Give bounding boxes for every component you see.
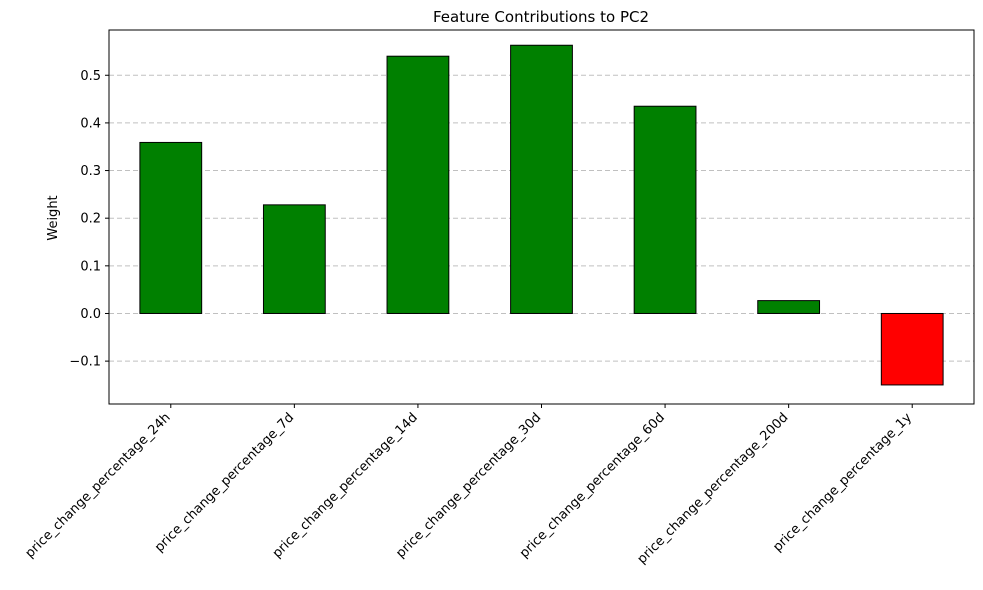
x-tick-label: price_change_percentage_14d xyxy=(270,410,421,561)
x-tick-label: price_change_percentage_1y xyxy=(770,410,915,555)
bar xyxy=(880,312,944,386)
y-tick-label: −0.1 xyxy=(69,355,101,370)
x-tick-label: price_change_percentage_7d xyxy=(152,410,297,555)
y-tick-label: 0.0 xyxy=(80,307,101,322)
y-axis-label: Weight xyxy=(46,195,61,240)
bars xyxy=(139,44,944,386)
bar xyxy=(262,204,326,314)
bar xyxy=(386,55,450,314)
x-axis-ticks: price_change_percentage_24hprice_change_… xyxy=(23,404,915,567)
x-tick-label: price_change_percentage_200d xyxy=(635,410,792,567)
y-tick-label: 0.1 xyxy=(80,259,101,274)
y-tick-label: 0.2 xyxy=(80,212,101,227)
x-tick-label: price_change_percentage_24h xyxy=(23,410,174,561)
bar xyxy=(139,141,203,314)
bar xyxy=(757,300,821,314)
x-tick-label: price_change_percentage_30d xyxy=(393,410,544,561)
x-tick-label: price_change_percentage_60d xyxy=(517,410,668,561)
bar xyxy=(510,44,573,314)
y-tick-label: 0.4 xyxy=(80,116,101,131)
y-tick-label: 0.3 xyxy=(80,164,101,179)
chart-title: Feature Contributions to PC2 xyxy=(433,8,649,26)
bar xyxy=(633,105,697,314)
y-tick-label: 0.5 xyxy=(80,69,101,84)
y-axis-ticks: −0.1 0.0 0.1 0.2 0.3 0.4 0.5 xyxy=(69,69,109,370)
